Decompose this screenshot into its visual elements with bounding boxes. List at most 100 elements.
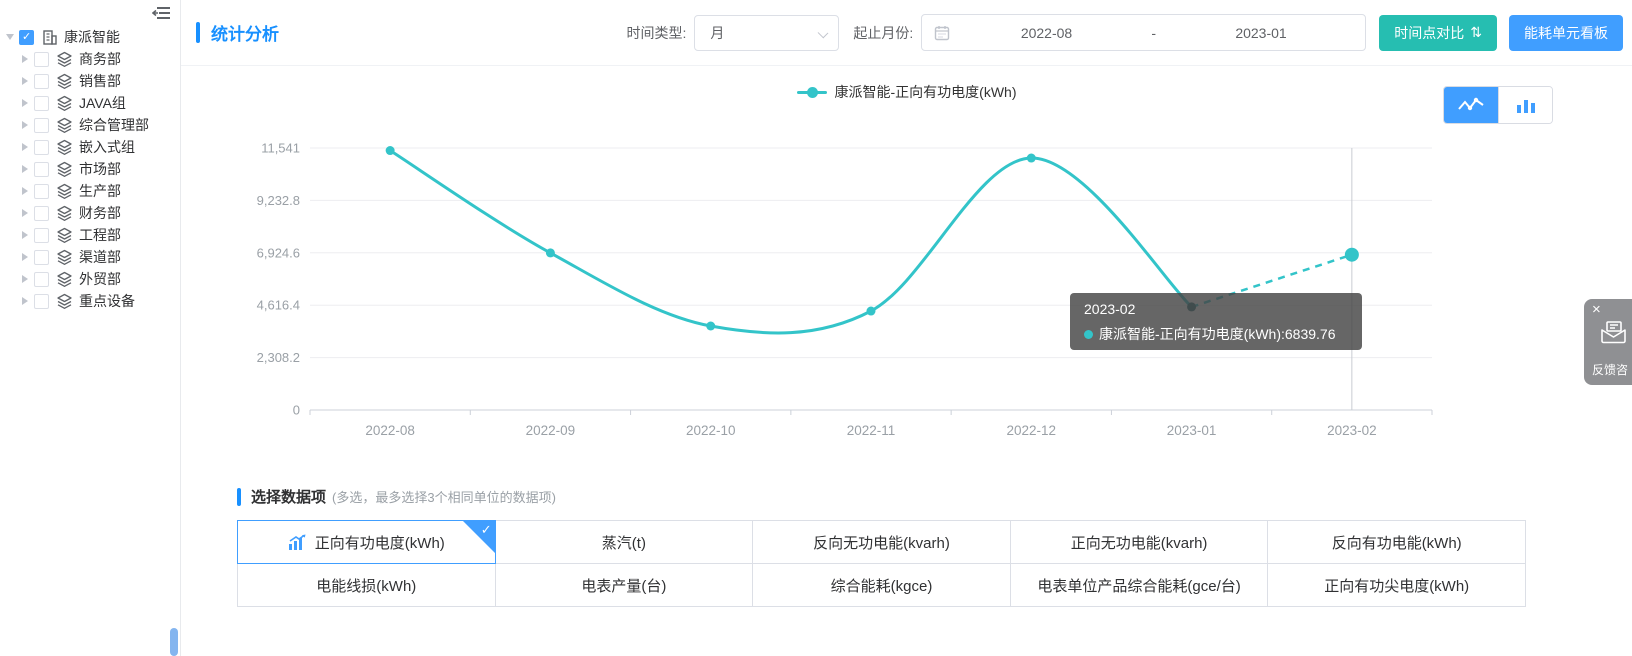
tree-checkbox[interactable] [19,29,34,45]
y-axis-tick-label: 6,924.6 [257,245,300,260]
range-separator: - [1151,24,1157,41]
tree-node[interactable]: 销售部 [0,70,180,92]
selected-corner-badge [462,521,495,553]
data-item-cell[interactable]: 电能线损(kWh) [238,564,496,607]
data-item-cell[interactable]: 蒸汽(t) [495,521,754,564]
data-item-label: 正向无功电能(kvarh) [1070,534,1208,552]
time-type-value: 月 [710,24,725,41]
data-point[interactable] [866,306,876,316]
trend-chart-icon [288,534,307,551]
data-point[interactable] [1344,247,1359,262]
tree-node-label: 市场部 [79,161,121,177]
caret-right-icon[interactable] [22,99,28,107]
line-chart-icon [1458,97,1484,111]
chart-legend[interactable]: 康派智能-正向有功电度(kWh) [181,82,1632,102]
line-chart-toggle-button[interactable] [1444,87,1498,123]
energy-unit-board-button[interactable]: 能耗单元看板 [1509,14,1623,51]
tree-node[interactable]: 商务部 [0,48,180,70]
y-axis-tick-label: 2,308.2 [257,350,300,365]
tree-node[interactable]: JAVA组 [0,92,180,114]
tree-checkbox[interactable] [34,139,49,155]
range-start-value[interactable]: 2022-08 [1020,24,1073,41]
tree-node[interactable]: 外贸部 [0,268,180,290]
tree-node[interactable]: 生产部 [0,180,180,202]
data-point[interactable] [385,146,395,156]
month-range-picker[interactable]: 2022-08 - 2023-01 [921,14,1367,51]
sidebar-scrollbar[interactable] [170,628,178,656]
caret-right-icon[interactable] [22,209,28,217]
layers-icon [56,73,73,90]
layers-icon [56,271,73,288]
tree-checkbox[interactable] [34,271,49,287]
tree-checkbox[interactable] [34,161,49,177]
data-point[interactable] [1187,302,1197,312]
tree-node[interactable]: 康派智能 [0,26,180,48]
tree-checkbox[interactable] [34,227,49,243]
tree-node[interactable]: 重点设备 [0,290,180,312]
bar-chart-toggle-button[interactable] [1498,87,1552,123]
section-accent-bar [237,487,241,506]
data-item-cell[interactable]: 正向无功电能(kvarh) [1010,521,1269,564]
data-item-cell[interactable]: 反向无功电能(kvarh) [753,521,1011,564]
layers-icon [56,161,73,178]
range-end-value[interactable]: 2023-01 [1235,24,1287,41]
caret-right-icon[interactable] [22,77,28,85]
data-item-cell[interactable]: 电表单位产品综合能耗(gce/台) [1010,564,1269,607]
x-axis-tick-label: 2023-02 [1327,423,1377,438]
feedback-widget[interactable]: × 反馈咨 [1584,299,1632,385]
tree-node[interactable]: 综合管理部 [0,114,180,136]
tree-checkbox[interactable] [34,249,49,265]
x-axis-tick-label: 2023-01 [1167,423,1217,438]
line-chart-canvas[interactable]: 0 2,308.2 4,616.4 6,924.6 9,232.8 11,541 2022-… [181,66,1632,466]
data-item-cell[interactable]: 正向有功尖电度(kWh) [1268,564,1526,607]
tree-node[interactable]: 嵌入式组 [0,136,180,158]
tree-node-label: 重点设备 [79,293,135,309]
check-icon: ✓ [480,522,492,537]
tree-node[interactable]: 渠道部 [0,246,180,268]
tree-checkbox[interactable] [34,117,49,133]
caret-right-icon[interactable] [22,297,28,305]
section-note: (多选，最多选择3个相同单位的数据项) [332,490,556,505]
chevron-down-icon [818,27,829,38]
tree-node-label: 康派智能 [64,29,120,45]
caret-right-icon[interactable] [22,253,28,261]
data-point[interactable] [706,321,716,331]
data-item-cell[interactable]: 综合能耗(kgce) [753,564,1011,607]
tree-node-label: JAVA组 [79,95,126,111]
data-point[interactable] [545,248,555,258]
caret-right-icon[interactable] [22,275,28,283]
caret-right-icon[interactable] [22,121,28,129]
data-item-cell[interactable]: 正向有功电度(kWh) ✓ [237,520,496,564]
title-accent-bar [196,22,200,43]
layers-icon [56,227,73,244]
tree-node[interactable]: 财务部 [0,202,180,224]
data-point[interactable] [1026,153,1036,163]
time-point-compare-button[interactable]: 时间点对比 ⇅ [1379,14,1497,51]
data-item-label: 电表产量(台) [581,577,667,595]
data-item-label: 电能线损(kWh) [316,577,417,595]
caret-right-icon[interactable] [22,231,28,239]
tree-checkbox[interactable] [34,183,49,199]
tree-node[interactable]: 市场部 [0,158,180,180]
tree-checkbox[interactable] [34,205,49,221]
caret-right-icon[interactable] [22,165,28,173]
tree-checkbox[interactable] [34,293,49,309]
caret-down-icon[interactable] [6,34,14,40]
collapse-sidebar-icon[interactable] [151,5,172,26]
x-axis-tick-label: 2022-08 [365,423,415,438]
data-item-cell[interactable]: 反向有功电能(kWh) [1268,521,1526,564]
tree-checkbox[interactable] [34,95,49,111]
tree-checkbox[interactable] [34,73,49,89]
chart-type-toggle [1443,86,1553,124]
data-item-cell[interactable]: 电表产量(台) [495,564,754,607]
layers-icon [56,95,73,112]
tree-node[interactable]: 工程部 [0,224,180,246]
caret-right-icon[interactable] [22,187,28,195]
section-title: 选择数据项 [251,489,327,506]
caret-right-icon[interactable] [22,55,28,63]
y-axis-tick-label: 4,616.4 [257,298,300,313]
time-type-select[interactable]: 月 [694,14,840,51]
caret-right-icon[interactable] [22,143,28,151]
close-icon[interactable]: × [1592,301,1601,318]
tree-checkbox[interactable] [34,51,49,67]
